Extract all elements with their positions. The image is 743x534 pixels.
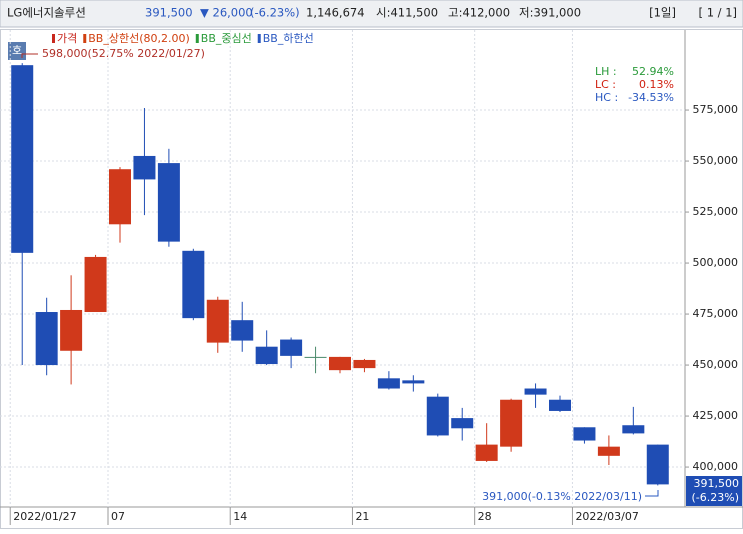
- stat-value: 0.13%: [639, 78, 674, 91]
- volume: 1,146,674: [306, 6, 365, 20]
- low: 저:391,000: [519, 6, 581, 20]
- candle-body: [157, 163, 180, 242]
- price: 391,500: [145, 6, 193, 20]
- stat-value: -34.53%: [628, 91, 674, 104]
- open: 시:411,500: [376, 6, 438, 20]
- legend-swatch: [83, 34, 87, 43]
- candle-body: [133, 155, 156, 180]
- candle-body: [182, 250, 205, 319]
- candle-body: [109, 169, 131, 225]
- annotation: 391,000(-0.13% 2022/03/11): [482, 490, 642, 503]
- annotation-arrow: [645, 490, 659, 497]
- y-tick-label: 400,000: [693, 460, 739, 473]
- header: LG에너지솔루션 391,500 ▼ 26,000 (-6.23%) 1,146…: [0, 0, 743, 28]
- header-bar: [0, 0, 743, 28]
- x-tick-label: 2022/03/07: [575, 510, 638, 523]
- chart-frame: [0, 29, 743, 529]
- stat-label: LH :: [595, 65, 617, 78]
- candle-body: [231, 320, 254, 341]
- legend-swatch: [195, 34, 199, 43]
- stat-label: LC :: [595, 78, 616, 91]
- y-tick-label: 475,000: [693, 307, 739, 320]
- annotation-arrow: [21, 53, 38, 58]
- stat-label: HC :: [595, 91, 618, 104]
- x-tick-label: 21: [355, 510, 369, 523]
- last-price-label: (-6.23%): [692, 491, 740, 504]
- annotation: 598,000(52.75% 2022/01/27): [42, 47, 205, 60]
- last-price-tag: [686, 476, 742, 506]
- candle-body: [597, 446, 620, 456]
- candle-body: [377, 378, 400, 389]
- page-indicator: [ 1 / 1]: [699, 6, 737, 20]
- mode-button-label[interactable]: 호: [12, 44, 22, 57]
- candle-body: [622, 425, 645, 434]
- legend-swatch: [257, 34, 261, 43]
- candle-body: [573, 427, 596, 441]
- change: ▼ 26,000: [200, 6, 253, 20]
- y-tick-label: 550,000: [693, 154, 739, 167]
- change-pct: (-6.23%): [250, 6, 300, 20]
- x-tick-label: 14: [233, 510, 247, 523]
- candle-body: [353, 359, 376, 369]
- y-tick-label: 425,000: [693, 409, 739, 422]
- candle-body: [280, 339, 303, 356]
- candle-body: [524, 388, 547, 395]
- x-tick-label: 28: [478, 510, 492, 523]
- legend-label: BB_상한선(80,2.00): [88, 32, 190, 45]
- candle-body: [84, 256, 107, 313]
- candle-body: [304, 356, 327, 358]
- legend-swatch: [52, 34, 55, 43]
- y-tick-label: 500,000: [693, 256, 739, 269]
- candle-body: [475, 444, 498, 461]
- candle-body: [426, 396, 449, 436]
- stat-value: 52.94%: [632, 65, 674, 78]
- legend-label: BB_하한선: [263, 31, 314, 45]
- y-tick-label: 575,000: [693, 103, 739, 116]
- candle-body: [402, 380, 425, 384]
- candle-body: [451, 418, 474, 429]
- y-tick-label: 450,000: [693, 358, 739, 371]
- candle-body: [255, 346, 278, 365]
- candle-body: [11, 65, 34, 253]
- y-tick-label: 525,000: [693, 205, 739, 218]
- period[interactable]: [1일]: [649, 6, 676, 20]
- candle-body: [646, 444, 669, 485]
- legend-label: 가격: [57, 32, 77, 45]
- x-tick-label: 07: [111, 510, 125, 523]
- legend-label: BB_중심선: [201, 32, 252, 45]
- candle-body: [329, 356, 351, 371]
- candle-body: [60, 309, 83, 351]
- last-price-label: 391,500: [694, 477, 740, 490]
- x-tick-label: 2022/01/27: [13, 510, 76, 523]
- candle-body: [549, 399, 571, 411]
- stock-name: LG에너지솔루션: [7, 6, 86, 20]
- high: 고:412,000: [448, 6, 510, 20]
- candle-body: [35, 312, 58, 366]
- candle-body: [500, 399, 523, 447]
- candle-body: [206, 299, 229, 343]
